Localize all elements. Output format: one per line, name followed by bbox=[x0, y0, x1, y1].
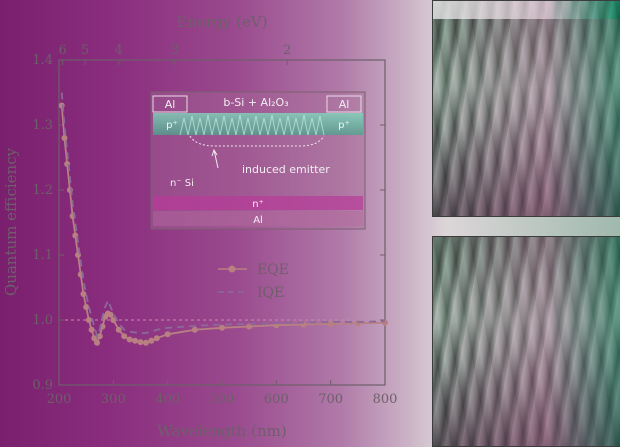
inset-emitter-label: induced emitter bbox=[242, 163, 330, 176]
data-point-eqe bbox=[96, 333, 103, 340]
legend: EQE IQE bbox=[218, 262, 289, 301]
x-tick-label: 400 bbox=[155, 392, 180, 407]
inset-back-contact-label: Al bbox=[253, 215, 263, 226]
data-point-eqe bbox=[121, 333, 128, 340]
top-tick-label: 3 bbox=[171, 43, 179, 58]
data-point-eqe bbox=[110, 317, 117, 323]
data-point-eqe bbox=[148, 337, 155, 344]
data-point-eqe bbox=[94, 339, 101, 346]
top-axis-label: Energy (eV) bbox=[177, 13, 268, 31]
x-tick-label: 500 bbox=[210, 392, 235, 407]
device-schematic-inset: Al Al p⁺ p⁺ b-Si + Al₂O₃ induced emitter… bbox=[150, 91, 366, 230]
inset-bulk-label: n⁻ Si bbox=[170, 178, 194, 189]
inset-nplus-layer bbox=[153, 196, 363, 210]
sem-image-top bbox=[432, 0, 620, 217]
y-tick-label: 0.9 bbox=[32, 378, 53, 393]
top-tick-label: 6 bbox=[58, 43, 66, 58]
inset-right-contact-label: Al bbox=[339, 98, 350, 111]
data-point-eqe bbox=[219, 324, 225, 331]
inset-emitter-arrow bbox=[211, 148, 219, 169]
data-point-eqe bbox=[164, 331, 171, 338]
x-tick-label: 800 bbox=[373, 392, 398, 407]
y-axis-label: Quantum efficiency bbox=[2, 147, 20, 296]
legend-eqe-label: EQE bbox=[257, 262, 289, 278]
legend-eqe-marker bbox=[228, 265, 236, 273]
x-tick-label: 700 bbox=[318, 392, 343, 407]
inset-emitter-outline bbox=[189, 135, 325, 147]
inset-bsi-texture bbox=[179, 114, 325, 136]
series-line-iqe bbox=[60, 92, 386, 339]
sem-image-bottom-tint bbox=[433, 237, 620, 446]
y-tick-label: 1.4 bbox=[32, 53, 53, 68]
data-point-eqe bbox=[132, 337, 139, 344]
legend-iqe-label: IQE bbox=[257, 285, 284, 301]
data-point-eqe bbox=[153, 335, 160, 342]
x-axis-label: Wavelength (nm) bbox=[157, 422, 286, 440]
y-tick-label: 1.1 bbox=[32, 248, 53, 263]
data-point-eqe bbox=[191, 326, 198, 333]
y-tick-label: 1.0 bbox=[32, 313, 53, 328]
inset-left-contact bbox=[152, 95, 188, 113]
y-tick-label: 1.3 bbox=[32, 118, 53, 133]
top-tick-label: 5 bbox=[81, 43, 89, 58]
data-point-eqe bbox=[137, 339, 144, 346]
data-point-eqe bbox=[115, 326, 122, 333]
x-tick-label: 300 bbox=[101, 392, 126, 407]
inset-right-pplus-label: p⁺ bbox=[338, 120, 350, 131]
data-point-eqe bbox=[85, 317, 92, 323]
data-point-eqe bbox=[246, 323, 253, 330]
data-point-eqe bbox=[88, 326, 95, 333]
data-point-eqe bbox=[107, 311, 114, 318]
sem-image-bottom bbox=[432, 236, 620, 447]
data-point-eqe bbox=[83, 304, 90, 310]
inset-nplus-label: n⁺ bbox=[252, 199, 264, 210]
data-point-eqe bbox=[80, 291, 87, 297]
x-tick-label: 600 bbox=[264, 392, 289, 407]
data-point-eqe bbox=[142, 339, 149, 346]
x-tick-label: 200 bbox=[47, 392, 72, 407]
inset-left-pplus-label: p⁺ bbox=[166, 120, 178, 131]
data-point-eqe bbox=[126, 336, 133, 343]
inset-left-contact-label: Al bbox=[165, 98, 176, 111]
top-tick-label: 4 bbox=[115, 43, 123, 58]
data-point-eqe bbox=[91, 335, 98, 342]
y-tick-label: 1.2 bbox=[32, 183, 53, 198]
inset-back-contact bbox=[153, 211, 363, 226]
sem-image-top-tint bbox=[433, 1, 620, 216]
data-point-eqe bbox=[61, 135, 68, 141]
data-point-eqe bbox=[327, 320, 334, 327]
inset-right-contact bbox=[326, 95, 362, 113]
inset-bsi-label: b-Si + Al₂O₃ bbox=[223, 96, 288, 109]
top-tick-label: 2 bbox=[283, 43, 291, 58]
